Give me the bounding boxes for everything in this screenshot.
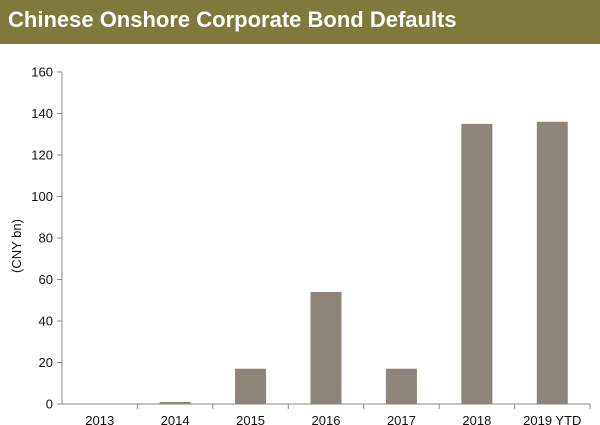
y-tick-label: 60 xyxy=(39,272,53,287)
y-axis-title: (CNY bn) xyxy=(9,219,24,273)
y-tick-label: 0 xyxy=(46,397,53,412)
bar-2015 xyxy=(235,368,267,404)
x-tick-label: 2014 xyxy=(161,413,190,425)
y-tick-label: 120 xyxy=(31,148,53,163)
y-tick-label: 160 xyxy=(31,65,53,80)
x-tick-label: 2015 xyxy=(236,413,265,425)
x-tick-label: 2016 xyxy=(312,413,341,425)
bar-2014 xyxy=(159,401,191,404)
x-tick-label: 2019 YTD xyxy=(523,413,581,425)
bar-2017 xyxy=(385,368,417,404)
bar-2019-ytd xyxy=(536,121,568,405)
x-tick-label: 2018 xyxy=(462,413,491,425)
bars xyxy=(159,121,568,405)
x-tick-label: 2013 xyxy=(85,413,114,425)
y-tick-label: 100 xyxy=(31,189,53,204)
bar-2018 xyxy=(461,123,493,404)
y-tick-label: 40 xyxy=(39,314,53,329)
x-tick-label: 2017 xyxy=(387,413,416,425)
y-tick-label: 80 xyxy=(39,231,53,246)
y-axis-ticks: 0 20 40 60 80 100 120 140 160 xyxy=(31,65,62,412)
title-bar: Chinese Onshore Corporate Bond Defaults xyxy=(0,0,600,44)
x-axis-ticks: 2013 2014 2015 2016 2017 2018 2019 YTD xyxy=(85,404,591,425)
bar-2016 xyxy=(310,291,342,404)
y-tick-label: 140 xyxy=(31,106,53,121)
y-tick-label: 20 xyxy=(39,355,53,370)
page-title: Chinese Onshore Corporate Bond Defaults xyxy=(8,7,457,32)
